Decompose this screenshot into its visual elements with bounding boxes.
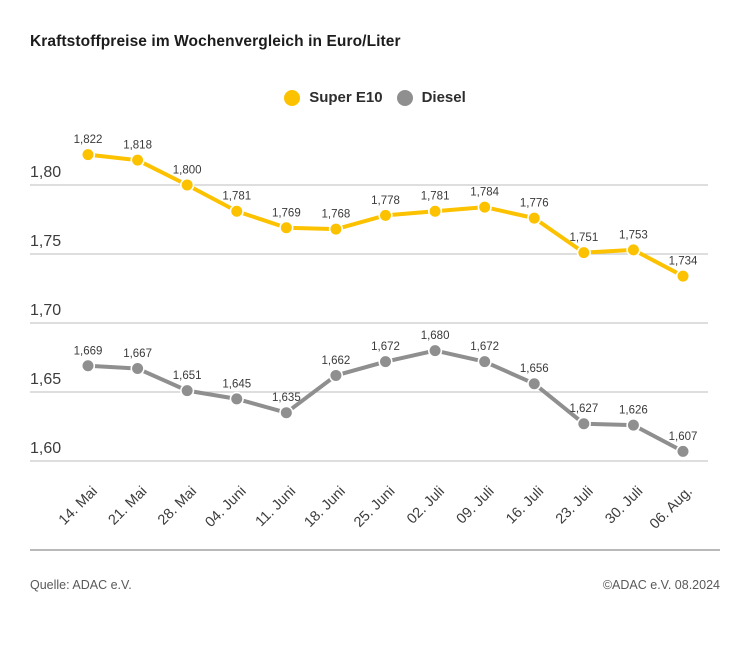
data-point bbox=[427, 204, 443, 219]
x-tick-label: 21. Mai bbox=[105, 484, 150, 529]
x-tick-label: 30. Juli bbox=[602, 484, 646, 528]
data-point bbox=[576, 245, 591, 260]
data-label: 1,781 bbox=[421, 191, 450, 203]
data-label: 1,818 bbox=[123, 140, 152, 152]
data-label: 1,627 bbox=[569, 403, 598, 415]
x-tick-label: 04. Juni bbox=[202, 484, 249, 531]
data-point bbox=[229, 204, 244, 219]
super-e10-dot-icon bbox=[284, 89, 301, 106]
legend-label-diesel: Diesel bbox=[421, 89, 466, 106]
data-point bbox=[130, 361, 145, 376]
x-tick-label: 25. Juni bbox=[351, 484, 398, 531]
data-point bbox=[427, 343, 443, 358]
x-tick-label: 18. Juni bbox=[302, 484, 349, 531]
data-point bbox=[576, 416, 591, 431]
data-label: 1,662 bbox=[322, 355, 351, 367]
data-point bbox=[180, 177, 195, 193]
data-point bbox=[279, 405, 294, 420]
data-point bbox=[477, 199, 492, 215]
data-label: 1,751 bbox=[569, 232, 598, 244]
data-label: 1,784 bbox=[470, 187, 499, 199]
data-label: 1,680 bbox=[421, 330, 450, 342]
data-label: 1,669 bbox=[74, 345, 103, 357]
data-label: 1,651 bbox=[173, 370, 202, 382]
data-point bbox=[626, 418, 641, 433]
x-tick-label: 14. Mai bbox=[56, 484, 101, 529]
source-note: Quelle: ADAC e.V. bbox=[30, 578, 132, 592]
y-tick-label: 1,75 bbox=[30, 233, 61, 250]
data-label: 1,672 bbox=[371, 341, 400, 353]
data-label: 1,667 bbox=[123, 348, 152, 360]
data-point bbox=[477, 354, 492, 369]
data-label: 1,769 bbox=[272, 207, 301, 219]
data-point bbox=[675, 444, 691, 459]
data-label: 1,768 bbox=[322, 209, 351, 221]
data-label: 1,734 bbox=[669, 256, 698, 268]
legend-label-super-e10: Super E10 bbox=[309, 89, 383, 106]
data-label: 1,822 bbox=[74, 134, 103, 146]
data-label: 1,778 bbox=[371, 195, 400, 207]
data-point bbox=[527, 376, 542, 391]
y-tick-label: 1,70 bbox=[30, 302, 61, 319]
data-point bbox=[378, 354, 393, 369]
x-tick-label: 23. Juli bbox=[553, 484, 597, 528]
x-tick-label: 02. Juli bbox=[404, 484, 448, 528]
data-point bbox=[229, 391, 244, 407]
data-point bbox=[279, 220, 294, 235]
data-label: 1,753 bbox=[619, 229, 648, 241]
copyright-note: ©ADAC e.V. 08.2024 bbox=[602, 578, 720, 592]
data-point bbox=[180, 383, 195, 398]
data-point bbox=[80, 147, 96, 162]
y-tick-label: 1,80 bbox=[30, 164, 61, 181]
data-label: 1,635 bbox=[272, 392, 301, 404]
data-point bbox=[626, 242, 641, 257]
data-label: 1,626 bbox=[619, 405, 648, 417]
x-tick-label: 28. Mai bbox=[155, 484, 200, 529]
data-point bbox=[80, 358, 96, 373]
diesel-dot-icon bbox=[396, 89, 413, 106]
y-tick-label: 1,60 bbox=[30, 440, 61, 457]
data-label: 1,776 bbox=[520, 198, 549, 210]
data-point bbox=[328, 368, 344, 383]
x-tick-label: 06. Aug. bbox=[647, 484, 696, 533]
chart-title: Kraftstoffpreise im Wochenvergleich in E… bbox=[30, 33, 401, 50]
data-label: 1,800 bbox=[173, 165, 202, 177]
data-point bbox=[675, 268, 691, 284]
y-tick-label: 1,65 bbox=[30, 371, 61, 388]
data-label: 1,672 bbox=[470, 341, 499, 353]
data-point bbox=[328, 222, 344, 237]
data-label: 1,781 bbox=[222, 191, 251, 203]
data-label: 1,607 bbox=[669, 431, 698, 443]
data-point bbox=[527, 211, 542, 226]
legend-item-super-e10: Super E10 bbox=[284, 89, 383, 106]
legend-item-diesel: Diesel bbox=[396, 89, 466, 106]
x-tick-label: 09. Juli bbox=[454, 484, 498, 528]
data-point bbox=[130, 153, 145, 168]
data-point bbox=[378, 208, 393, 223]
x-tick-label: 11. Juni bbox=[253, 484, 299, 530]
x-tick-label: 16. Juli bbox=[503, 484, 547, 528]
data-label: 1,645 bbox=[222, 378, 251, 390]
footer: Quelle: ADAC e.V. ©ADAC e.V. 08.2024 bbox=[30, 578, 720, 592]
legend: Super E10 Diesel bbox=[0, 89, 750, 106]
data-label: 1,656 bbox=[520, 363, 549, 375]
footer-divider bbox=[30, 549, 720, 551]
